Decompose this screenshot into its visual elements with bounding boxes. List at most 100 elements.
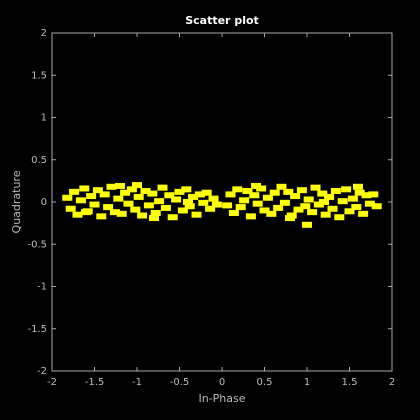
y-tick-label: 2 [41, 28, 47, 39]
point [334, 214, 345, 221]
point [120, 189, 131, 196]
point [317, 190, 328, 197]
point [303, 196, 314, 203]
point [81, 209, 91, 216]
point [259, 207, 270, 214]
point [242, 188, 253, 195]
point [353, 183, 363, 190]
point [307, 209, 318, 216]
point [132, 182, 142, 189]
point [293, 206, 304, 213]
point [133, 193, 144, 200]
y-tick-label: 0 [41, 197, 47, 208]
point [99, 191, 110, 198]
point [330, 188, 341, 195]
point [371, 203, 382, 210]
point [235, 204, 246, 211]
point [225, 191, 236, 198]
point [245, 213, 256, 220]
point [269, 189, 280, 196]
point [116, 210, 127, 217]
point [290, 193, 301, 200]
point [147, 190, 158, 197]
point [273, 204, 284, 211]
point [157, 184, 168, 191]
point [123, 200, 134, 207]
x-tick-label: -1 [132, 377, 142, 388]
point [96, 213, 107, 220]
point [296, 187, 307, 194]
point [208, 195, 219, 202]
point [302, 221, 312, 228]
x-tick-label: -1.5 [85, 377, 105, 388]
x-tick-label: 1 [304, 377, 310, 388]
point [310, 184, 321, 191]
point [256, 185, 267, 192]
point [160, 204, 171, 211]
x-tick-label: -2 [47, 377, 57, 388]
point [89, 201, 100, 208]
point [171, 196, 182, 203]
point [249, 192, 260, 199]
x-tick-label: -0.5 [170, 377, 190, 388]
point [181, 186, 192, 193]
point [62, 194, 73, 201]
point [337, 198, 348, 205]
plot-area [51, 32, 393, 372]
point [194, 191, 205, 198]
point [364, 200, 375, 207]
point [198, 199, 209, 206]
point [79, 185, 90, 192]
y-tick-label: -0.5 [27, 239, 47, 250]
point [72, 211, 83, 218]
point [252, 200, 263, 207]
y-tick-label: -2 [37, 366, 47, 377]
x-tick-label: 2 [389, 377, 395, 388]
point [354, 189, 365, 196]
point [327, 205, 338, 212]
point [126, 186, 137, 193]
point [86, 193, 97, 200]
point [191, 211, 202, 218]
point [140, 188, 151, 195]
point [149, 215, 159, 222]
x-tick-label: 0.5 [257, 377, 273, 388]
point [154, 198, 165, 205]
point [222, 202, 233, 209]
y-axis-label: Quadrature [10, 170, 23, 233]
point [113, 195, 124, 202]
point [351, 204, 362, 211]
point [167, 214, 178, 221]
point [143, 202, 154, 209]
point [69, 188, 80, 195]
point [109, 209, 120, 216]
point [201, 189, 212, 196]
point [106, 183, 117, 190]
y-tick-label: 1 [41, 113, 47, 124]
point [184, 203, 195, 210]
point [164, 192, 175, 199]
point [75, 197, 86, 204]
y-tick-label: 0.5 [31, 155, 47, 166]
point [65, 205, 76, 212]
point [358, 210, 369, 217]
point [115, 182, 125, 189]
x-axis-label: In-Phase [198, 392, 245, 405]
point [228, 209, 239, 216]
point [347, 195, 358, 202]
point [266, 210, 277, 217]
point [174, 188, 185, 195]
chart-title: Scatter plot [185, 14, 259, 27]
point [368, 191, 379, 198]
y-tick-label: 1.5 [31, 70, 47, 81]
point [285, 215, 295, 222]
point [341, 186, 352, 193]
point [324, 193, 335, 200]
point [279, 199, 290, 206]
point [300, 203, 311, 210]
point [262, 194, 273, 201]
point [283, 188, 294, 195]
y-tick-label: -1.5 [27, 324, 47, 335]
point [361, 192, 372, 199]
point [313, 201, 324, 208]
